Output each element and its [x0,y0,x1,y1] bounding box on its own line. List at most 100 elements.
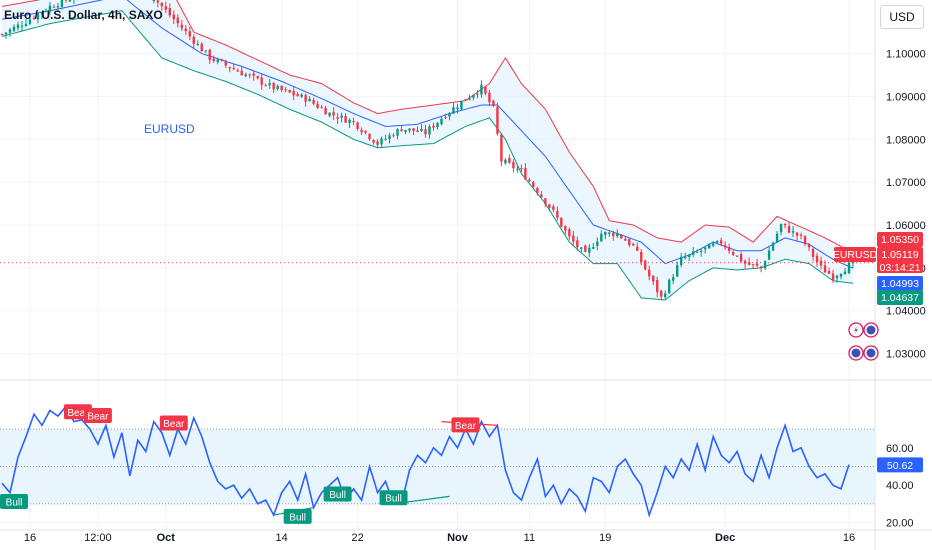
rsi-label-box [877,457,923,473]
candle-body [448,113,451,117]
candle-body [160,2,164,7]
candle-body [316,103,319,108]
candle-body [584,245,587,252]
indicator-icons[interactable] [848,322,879,361]
bollinger-basis-line [1,0,854,269]
price-tick: 1.09000 [886,91,926,103]
label-text: Bear [87,412,109,423]
price-label-box [877,290,923,305]
price-label: 1.05350 [877,232,923,247]
bull-divergence-label: Bull [283,508,312,524]
candle-body [723,245,727,248]
candle-body [496,106,499,134]
candle-body [408,128,411,131]
price-label-text: EURUSD [833,249,878,261]
candle-body [472,94,475,98]
candle-body [16,24,20,28]
candle-body [731,251,735,255]
candle-body [691,251,695,255]
chart-title: Euro / U.S. Dollar, 4h, SAXO [4,8,163,22]
candle-body [460,100,463,110]
globe-icon[interactable] [848,345,864,361]
price-label-text: 1.05119 [881,249,918,261]
lightning-icon[interactable] [848,322,864,338]
candle-body [616,233,619,237]
candle-body [452,107,455,114]
candle-body [388,135,391,140]
label-text: Bull [385,494,402,505]
candle-body [440,118,443,125]
candle-body [743,260,747,264]
candle-body [232,68,235,70]
candle-body [843,271,847,275]
candle-body [552,206,555,210]
candle-body [284,89,287,91]
candle-body [476,93,479,95]
price-label-box [877,276,923,291]
candle-body [488,92,491,103]
candle-body [572,235,575,242]
price-tick: 1.07000 [886,177,926,189]
candle-body [640,252,643,262]
candle-body [292,91,295,96]
label-box [283,508,312,524]
candle-body [683,257,687,259]
candle-body [308,98,311,102]
candle-body [564,226,567,231]
candle-body [604,231,607,235]
time-axis[interactable]: 16 12:00 Oct 14 22 Nov 11 19 Dec 16 [24,532,855,544]
candle-body [508,158,511,163]
currency-button[interactable]: USD [880,5,924,29]
candle-body [48,5,52,12]
label-box [159,415,188,431]
rsi-label-text: 50.62 [887,460,913,472]
candle-body [332,112,335,116]
price-label-text: 03:14:21 [880,262,921,274]
candle-body [432,125,435,128]
candle-body [240,70,243,76]
candle-body [703,247,707,250]
bull-divergence-label: Bull [0,493,28,509]
globe-icon[interactable] [863,345,879,361]
candle-body [779,224,783,233]
candle-body [791,231,795,233]
candle-body [588,247,591,253]
candle-body [24,24,28,26]
candle-body [580,247,583,249]
candle-body [212,58,215,62]
candle-body [380,138,383,145]
candle-body [36,13,40,20]
rsi-tick: 20.00 [886,518,914,530]
candle-body [544,198,547,205]
price-label-text: 1.05350 [881,234,919,246]
candle-body [28,19,32,24]
candle-body [632,243,635,246]
candle-body [759,266,763,268]
candle-body [416,130,419,132]
candle-body [352,121,355,123]
candle-body [492,100,495,107]
candle-body [164,6,168,10]
candle-body [8,29,12,33]
price-axis[interactable]: 1.100001.090001.080001.070001.060001.050… [886,49,926,530]
candle-body [628,239,631,246]
candle-body [0,34,4,36]
candle-body [695,251,699,253]
candle-body [180,24,183,29]
price-label-box [877,260,923,273]
label-text: Bear [163,419,185,430]
globe-icon[interactable] [863,322,879,338]
bolt-glyph [854,326,858,334]
candle-body [528,179,531,182]
rsi-current-label: 50.62 [877,457,923,473]
candle-body [236,70,239,72]
candle-body [839,273,843,277]
candle-body [340,115,343,118]
candle-body [668,279,671,294]
price-label: 1.04637 [877,290,923,305]
candle-body [620,234,623,239]
time-tick: 12:00 [84,532,112,544]
candle-body [468,97,471,100]
